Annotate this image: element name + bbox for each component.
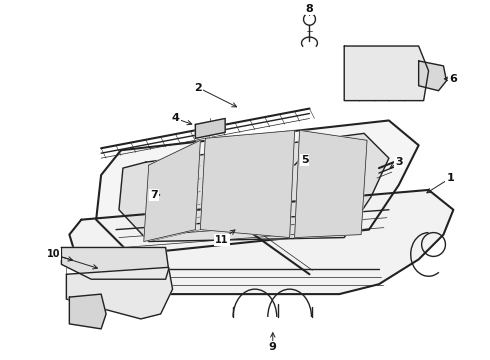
Text: 5: 5	[301, 155, 308, 165]
Text: 1: 1	[446, 173, 454, 183]
Text: 10: 10	[47, 249, 60, 260]
Polygon shape	[196, 118, 225, 138]
Polygon shape	[70, 294, 106, 329]
Polygon shape	[119, 133, 389, 242]
Polygon shape	[344, 46, 429, 100]
Text: 7: 7	[150, 190, 158, 200]
Polygon shape	[70, 190, 453, 294]
Polygon shape	[418, 61, 446, 91]
Polygon shape	[61, 247, 169, 279]
Text: 9: 9	[269, 342, 277, 352]
Polygon shape	[144, 140, 200, 242]
Polygon shape	[294, 130, 367, 238]
Polygon shape	[96, 121, 418, 255]
Text: 11: 11	[216, 234, 229, 244]
Text: 2: 2	[195, 83, 202, 93]
Polygon shape	[66, 267, 172, 319]
Polygon shape	[200, 130, 294, 238]
Text: 4: 4	[172, 113, 179, 123]
Text: 6: 6	[449, 74, 457, 84]
Text: 8: 8	[306, 4, 314, 14]
Text: 3: 3	[395, 157, 403, 167]
